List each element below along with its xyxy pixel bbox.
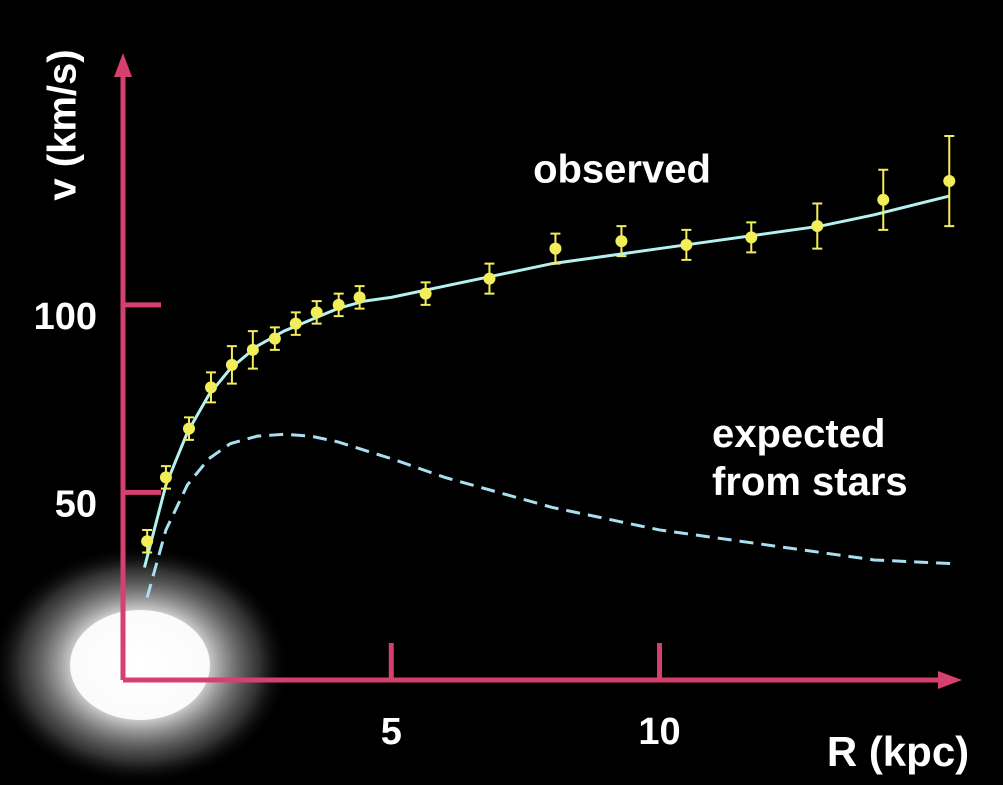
data-point <box>483 273 495 285</box>
data-point <box>333 299 345 311</box>
page: {"chart_data": { "type": "scatter", "x_l… <box>0 0 1003 785</box>
data-point <box>615 235 627 247</box>
data-point <box>680 239 692 251</box>
x-tick-label: 10 <box>638 711 680 753</box>
data-point <box>745 231 757 243</box>
expected-label: expected from stars <box>712 410 962 506</box>
data-point <box>183 423 195 435</box>
y-tick-label: 50 <box>55 483 97 525</box>
y-tick-label: 100 <box>34 296 97 338</box>
observed-label: observed <box>533 148 711 192</box>
y-axis-label: v (km/s) <box>41 49 85 200</box>
data-point <box>311 306 323 318</box>
data-point <box>205 381 217 393</box>
galaxy-core <box>70 610 210 720</box>
data-point <box>269 333 281 345</box>
data-point <box>354 291 366 303</box>
data-point <box>141 535 153 547</box>
data-point <box>247 344 259 356</box>
data-point <box>226 359 238 371</box>
x-tick-label: 5 <box>381 711 402 753</box>
x-axis-label: R (kpc) <box>827 728 969 775</box>
data-point <box>160 471 172 483</box>
data-point <box>290 318 302 330</box>
data-point <box>811 220 823 232</box>
data-point <box>943 175 955 187</box>
data-point <box>420 288 432 300</box>
data-point <box>877 194 889 206</box>
chart: v (km/s) R (kpc) observed 5 10 50 100 <box>0 0 1003 785</box>
data-point <box>549 243 561 255</box>
